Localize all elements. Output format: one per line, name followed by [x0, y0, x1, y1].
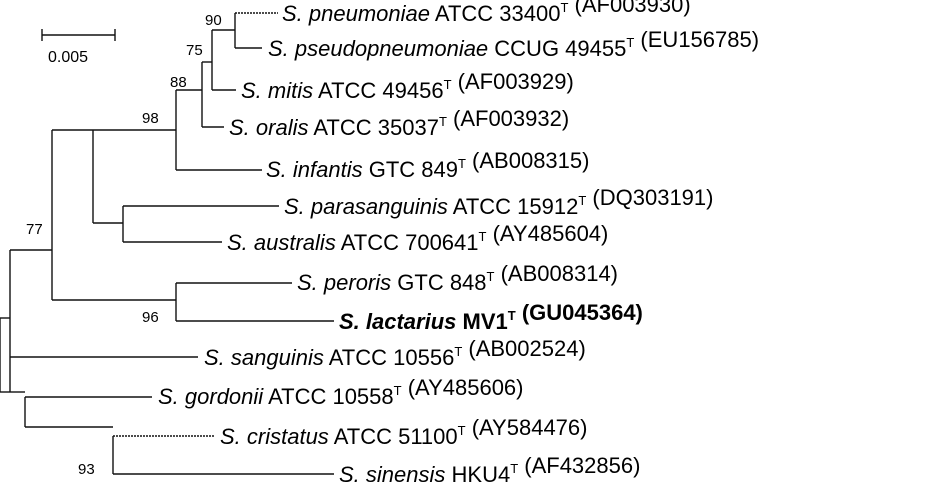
taxon-species-name: S. pneumoniae [282, 1, 430, 26]
taxon-label-parasanguinis: S. parasanguinis ATCC 15912T (DQ303191) [284, 185, 713, 219]
taxon-species-name: S. sinensis [339, 462, 445, 487]
type-strain-mark: T [444, 77, 452, 92]
taxon-label-mitis: S. mitis ATCC 49456T (AF003929) [241, 69, 574, 103]
taxon-species-name: S. australis [227, 230, 336, 255]
taxon-strain: ATCC 51100 [329, 424, 458, 449]
type-strain-mark: T [508, 308, 516, 323]
taxon-accession: (EU156785) [634, 27, 759, 52]
taxon-labels: S. pneumoniae ATCC 33400T (AF003930) S. … [158, 0, 759, 487]
type-strain-mark: T [626, 35, 634, 50]
taxon-label-peroris: S. peroris GTC 848T (AB008314) [297, 261, 618, 295]
taxon-species-name: S. peroris [297, 270, 391, 295]
taxon-strain: GTC 849 [363, 157, 458, 182]
taxon-species-name: S. parasanguinis [284, 194, 448, 219]
taxon-strain: ATCC 10558 [263, 384, 393, 409]
bootstrap-96: 96 [142, 309, 159, 326]
taxon-species-name: S. gordonii [158, 384, 264, 409]
taxon-label-gordonii: S. gordonii ATCC 10558T (AY485606) [158, 375, 524, 409]
taxon-label-lactarius: S. lactarius MV1T (GU045364) [339, 300, 643, 334]
type-strain-mark: T [560, 0, 568, 15]
type-strain-mark: T [479, 229, 487, 244]
bootstrap-93: 93 [78, 461, 95, 478]
taxon-accession: (DQ303191) [586, 185, 713, 210]
taxon-accession: (AY584476) [466, 415, 588, 440]
taxon-strain: ATCC 35037 [308, 115, 438, 140]
taxon-label-sanguinis: S. sanguinis ATCC 10556T (AB002524) [204, 336, 586, 370]
taxon-strain: ATCC 49456 [313, 78, 443, 103]
bootstrap-77: 77 [26, 221, 43, 238]
taxon-species-name: S. oralis [229, 115, 308, 140]
taxon-label-oralis: S. oralis ATCC 35037T (AF003932) [229, 106, 569, 140]
taxon-accession: (AF432856) [518, 453, 640, 478]
scale-bar: 0.005 [41, 29, 116, 66]
bootstrap-98: 98 [142, 110, 159, 127]
taxon-label-cristatus: S. cristatus ATCC 51100T (AY584476) [220, 415, 587, 449]
tree-branches [0, 12, 334, 475]
taxon-species-name: S. pseudopneumoniae [268, 36, 488, 61]
taxon-label-pneumoniae: S. pneumoniae ATCC 33400T (AF003930) [282, 0, 691, 26]
type-strain-mark: T [458, 423, 466, 438]
taxon-strain: CCUG 49455 [488, 36, 626, 61]
taxon-label-australis: S. australis ATCC 700641T (AY485604) [227, 221, 608, 255]
taxon-accession: (AF003932) [447, 106, 569, 131]
taxon-strain: ATCC 15912 [448, 194, 578, 219]
taxon-species-name: S. lactarius [339, 309, 456, 334]
taxon-strain: ATCC 33400 [430, 1, 560, 26]
taxon-strain: ATCC 700641 [336, 230, 479, 255]
type-strain-mark: T [458, 156, 466, 171]
taxon-label-pseudopneumoniae: S. pseudopneumoniae CCUG 49455T (EU15678… [268, 27, 759, 61]
type-strain-mark: T [439, 114, 447, 129]
taxon-strain: ATCC 10556 [324, 345, 454, 370]
taxon-accession: (GU045364) [516, 300, 643, 325]
bootstrap-88: 88 [170, 74, 187, 91]
taxon-strain: GTC 848 [391, 270, 486, 295]
taxon-species-name: S. sanguinis [204, 345, 324, 370]
taxon-accession: (AY485604) [486, 221, 608, 246]
type-strain-mark: T [454, 344, 462, 359]
type-strain-mark: T [578, 193, 586, 208]
bootstrap-90: 90 [205, 12, 222, 29]
taxon-accession: (AB002524) [462, 336, 586, 361]
taxon-strain: HKU4 [445, 462, 510, 487]
taxon-species-name: S. cristatus [220, 424, 329, 449]
taxon-accession: (AF003929) [452, 69, 574, 94]
bootstrap-75: 75 [186, 42, 203, 59]
type-strain-mark: T [394, 383, 402, 398]
type-strain-mark: T [487, 269, 495, 284]
taxon-strain: MV1 [456, 309, 507, 334]
type-strain-mark: T [510, 461, 518, 476]
taxon-label-infantis: S. infantis GTC 849T (AB008315) [266, 148, 589, 182]
scale-bar-label: 0.005 [48, 49, 88, 66]
taxon-accession: (AB008315) [466, 148, 590, 173]
taxon-label-sinensis: S. sinensis HKU4T (AF432856) [339, 453, 640, 487]
taxon-accession: (AY485606) [402, 375, 524, 400]
taxon-accession: (AF003930) [568, 0, 690, 17]
taxon-species-name: S. infantis [266, 157, 363, 182]
bootstrap-values: 90 75 88 98 77 96 93 [26, 12, 222, 478]
taxon-species-name: S. mitis [241, 78, 313, 103]
taxon-accession: (AB008314) [494, 261, 618, 286]
